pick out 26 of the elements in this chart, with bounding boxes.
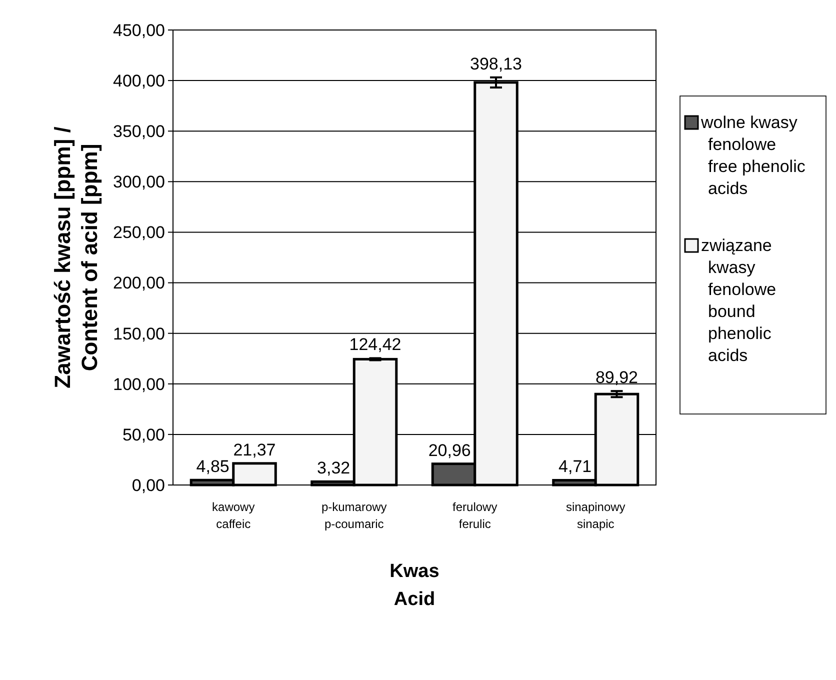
x-tick-label: sinapinowy sinapic (566, 500, 626, 531)
y-tick-label: 100,00 (113, 374, 165, 394)
y-tick-label: 450,00 (113, 20, 165, 40)
x-axis-title: Kwas Acid (390, 561, 440, 610)
legend-label: związane kwasy fenolowe bound phenolic acids (701, 236, 776, 365)
data-label: 21,37 (233, 440, 276, 460)
y-tick-label: 350,00 (113, 122, 165, 142)
y-tick-label: 300,00 (113, 172, 165, 192)
data-label: 89,92 (595, 368, 638, 388)
data-label: 4,71 (558, 457, 592, 476)
data-label: 4,85 (196, 457, 230, 476)
x-tick-label: p-kumarowy p-coumaric (321, 500, 387, 531)
y-tick-label: 0,00 (132, 476, 165, 495)
data-label: 3,32 (317, 458, 350, 478)
x-tick-label: kawowy caffeic (212, 500, 255, 531)
data-label: 398,13 (470, 54, 522, 74)
y-tick-label: 50,00 (122, 425, 165, 444)
y-axis-title: Zawartość kwasu [ppm] / Content of acid [ppm] (50, 126, 102, 388)
x-tick-label: ferulowy ferulic (452, 500, 498, 531)
data-label: 124,42 (349, 335, 402, 354)
y-tick-label: 250,00 (113, 223, 165, 242)
legend-label: wolne kwasy fenolowe free phenolic acids (700, 113, 806, 198)
y-tick-label: 150,00 (113, 324, 165, 344)
y-tick-label: 200,00 (113, 274, 165, 293)
data-label: 20,96 (428, 440, 471, 460)
y-tick-label: 400,00 (113, 72, 165, 91)
